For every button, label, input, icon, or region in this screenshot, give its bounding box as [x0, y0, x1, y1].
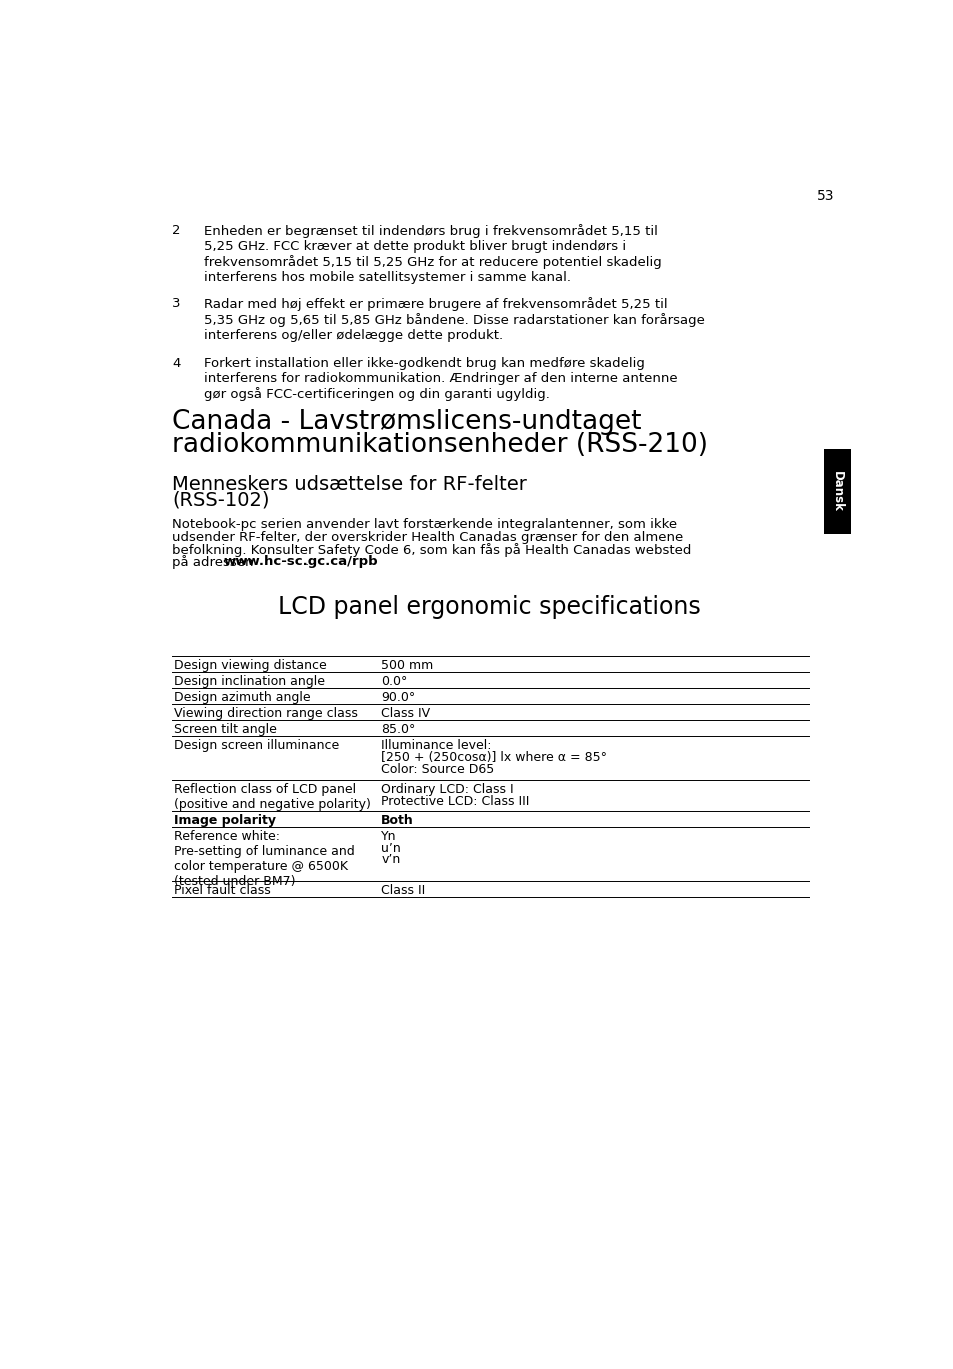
Text: .: . — [304, 556, 309, 568]
Text: 90.0°: 90.0° — [381, 691, 415, 704]
Text: Canada - Lavstrømslicens-undtaget: Canada - Lavstrømslicens-undtaget — [172, 409, 640, 435]
Text: radiokommunikationsenheder (RSS-210): radiokommunikationsenheder (RSS-210) — [172, 433, 707, 459]
Text: Enheden er begrænset til indendørs brug i frekvensområdet 5,15 til
5,25 GHz. FCC: Enheden er begrænset til indendørs brug … — [204, 225, 661, 285]
Bar — [823, 449, 850, 534]
Text: Both: Both — [381, 815, 414, 827]
Text: 85.0°: 85.0° — [381, 723, 416, 737]
Text: Viewing direction range class: Viewing direction range class — [174, 708, 357, 720]
Text: Protective LCD: Class III: Protective LCD: Class III — [381, 795, 529, 808]
Text: Illuminance level:: Illuminance level: — [381, 739, 491, 753]
Text: Design viewing distance: Design viewing distance — [174, 658, 327, 672]
Text: Design screen illuminance: Design screen illuminance — [174, 739, 339, 753]
Text: Menneskers udsættelse for RF-felter: Menneskers udsættelse for RF-felter — [172, 475, 526, 494]
Text: v’n: v’n — [381, 853, 400, 867]
Text: Dansk: Dansk — [830, 471, 843, 512]
Text: Pixel fault class: Pixel fault class — [174, 884, 271, 897]
Text: 500 mm: 500 mm — [381, 658, 433, 672]
Text: Reflection class of LCD panel
(positive and negative polarity): Reflection class of LCD panel (positive … — [174, 783, 371, 812]
Text: Design inclination angle: Design inclination angle — [174, 675, 325, 687]
Text: Class II: Class II — [381, 884, 425, 897]
Text: 3: 3 — [172, 297, 180, 309]
Text: Notebook-pc serien anvender lavt forstærkende integralantenner, som ikke: Notebook-pc serien anvender lavt forstær… — [172, 519, 677, 531]
Text: befolkning. Konsulter Safety Code 6, som kan fås på Health Canadas websted: befolkning. Konsulter Safety Code 6, som… — [172, 543, 691, 557]
Text: 2: 2 — [172, 225, 180, 237]
Text: 53: 53 — [816, 189, 833, 203]
Text: på adressen: på adressen — [172, 556, 257, 570]
Text: 4: 4 — [172, 357, 180, 370]
Text: Color: Source D65: Color: Source D65 — [381, 763, 494, 776]
Text: Ordinary LCD: Class I: Ordinary LCD: Class I — [381, 783, 514, 797]
Text: u’n: u’n — [381, 842, 400, 854]
Text: www.hc-sc.gc.ca/rpb: www.hc-sc.gc.ca/rpb — [223, 556, 377, 568]
Text: Radar med høj effekt er primære brugere af frekvensområdet 5,25 til
5,35 GHz og : Radar med høj effekt er primære brugere … — [204, 297, 704, 342]
Text: Reference white:
Pre-setting of luminance and
color temperature @ 6500K
(tested : Reference white: Pre-setting of luminanc… — [174, 831, 355, 888]
Text: Class IV: Class IV — [381, 708, 430, 720]
Text: (RSS-102): (RSS-102) — [172, 490, 269, 509]
Text: LCD panel ergonomic specifications: LCD panel ergonomic specifications — [277, 596, 700, 620]
Text: [250 + (250cosα)] lx where α = 85°: [250 + (250cosα)] lx where α = 85° — [381, 752, 606, 764]
Text: Screen tilt angle: Screen tilt angle — [174, 723, 277, 737]
Text: Design azimuth angle: Design azimuth angle — [174, 691, 311, 704]
Text: Yn: Yn — [381, 831, 396, 843]
Text: Image polarity: Image polarity — [174, 815, 276, 827]
Text: Forkert installation eller ikke-godkendt brug kan medføre skadelig
interferens f: Forkert installation eller ikke-godkendt… — [204, 357, 678, 401]
Text: udsender RF-felter, der overskrider Health Canadas grænser for den almene: udsender RF-felter, der overskrider Heal… — [172, 531, 682, 543]
Text: 0.0°: 0.0° — [381, 675, 407, 687]
